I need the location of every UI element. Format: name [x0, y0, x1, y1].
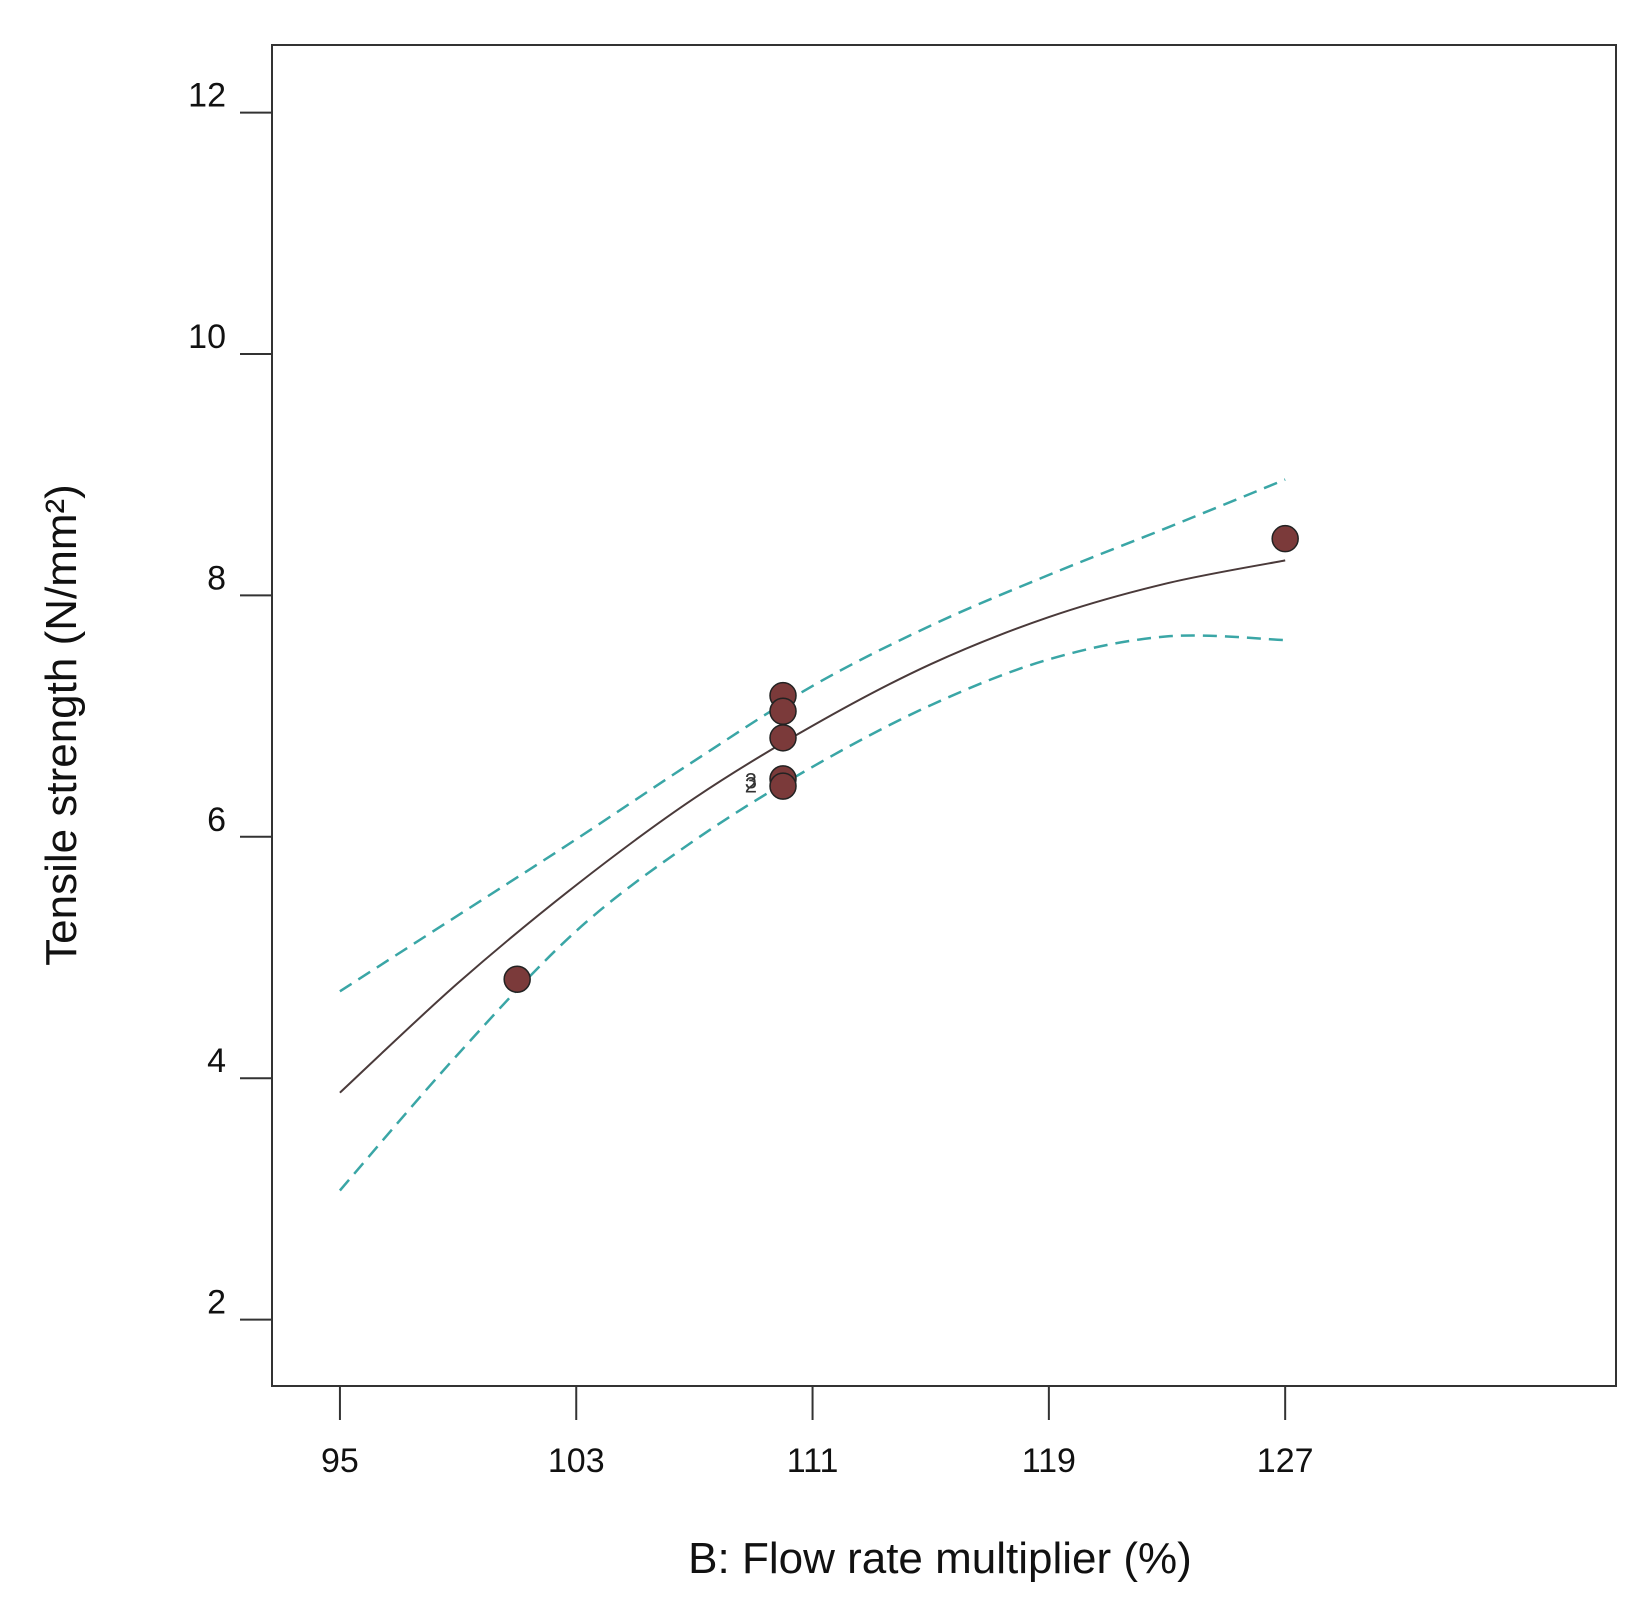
- replicate-labels: 23: [745, 768, 757, 797]
- x-tick-label-111: 111: [787, 1442, 839, 1480]
- data-point-6: [769, 772, 797, 800]
- y-axis-title: Tensile strength (N/mm²): [37, 484, 86, 966]
- data-point-1: [503, 965, 531, 993]
- y-tick-label-2: 2: [207, 1284, 226, 1322]
- y-tick-label-12: 12: [188, 77, 226, 115]
- x-axis-title: B: Flow rate multiplier (%): [688, 1534, 1192, 1583]
- y-tick-label-8: 8: [207, 559, 226, 597]
- x-tick-label-103: 103: [548, 1442, 605, 1480]
- data-point-7: [1271, 524, 1299, 553]
- y-tick-label-10: 10: [188, 318, 226, 356]
- y-tick-label-4: 4: [207, 1042, 226, 1080]
- data-point-4: [769, 724, 797, 752]
- lower-ci-line: [338, 634, 1286, 1192]
- x-tick-label-119: 119: [1022, 1442, 1076, 1480]
- y-tick-label-6: 6: [207, 801, 226, 839]
- x-axis: 95 103 111 119 127: [321, 1386, 1314, 1480]
- y-axis: 2 4 6 8 10 12: [188, 77, 272, 1322]
- data-point-3: [769, 697, 797, 726]
- fit-curve-group: [339, 559, 1286, 1094]
- upper-ci-line: [339, 478, 1286, 993]
- confidence-bands: [338, 478, 1286, 1192]
- plot-frame: [271, 44, 1617, 1387]
- data-points: [503, 524, 1299, 993]
- fit-line: [339, 559, 1286, 1094]
- x-tick-label-127: 127: [1257, 1442, 1314, 1480]
- replicate-label-3: 3: [745, 768, 757, 793]
- x-tick-label-95: 95: [321, 1442, 359, 1480]
- replicate-label-2: 2: [745, 772, 757, 797]
